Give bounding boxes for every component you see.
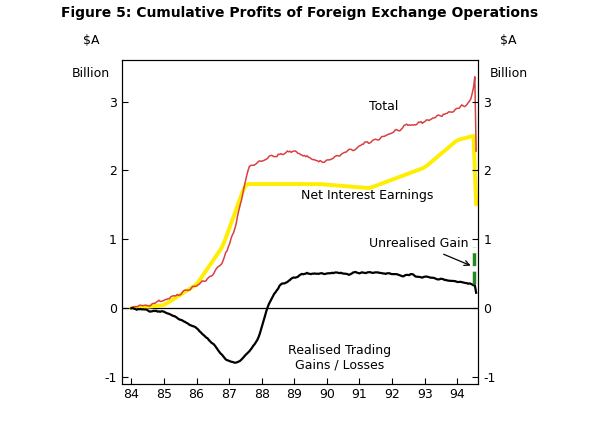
Text: Total: Total bbox=[369, 100, 398, 113]
Text: Figure 5: Cumulative Profits of Foreign Exchange Operations: Figure 5: Cumulative Profits of Foreign … bbox=[61, 6, 539, 20]
Text: Billion: Billion bbox=[72, 67, 110, 79]
Text: $A: $A bbox=[83, 34, 100, 47]
Text: Unrealised Gain: Unrealised Gain bbox=[369, 238, 469, 265]
Text: $A: $A bbox=[500, 34, 517, 47]
Text: Realised Trading
Gains / Losses: Realised Trading Gains / Losses bbox=[288, 344, 391, 372]
Text: Billion: Billion bbox=[490, 67, 528, 79]
Text: Net Interest Earnings: Net Interest Earnings bbox=[301, 189, 433, 202]
